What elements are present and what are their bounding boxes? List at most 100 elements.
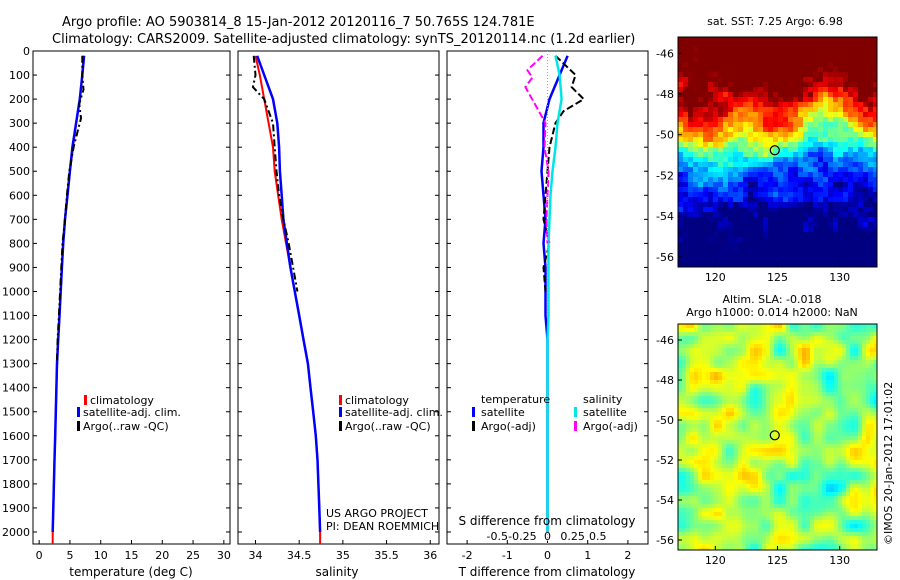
map-cell — [790, 472, 795, 477]
map-cell — [718, 182, 724, 188]
map-cell — [754, 476, 759, 481]
map-cell — [850, 460, 855, 465]
map-cell — [874, 496, 878, 501]
map-cell — [746, 512, 751, 517]
map-cell — [854, 532, 859, 537]
map-cell — [850, 412, 855, 417]
map-cell — [738, 436, 743, 441]
map-cell — [698, 57, 704, 63]
depth-tick-label: 100 — [9, 69, 30, 82]
map-cell — [750, 476, 755, 481]
map-cell — [748, 182, 754, 188]
map-cell — [798, 122, 804, 128]
map-cell — [854, 404, 859, 409]
map-cell — [874, 464, 878, 469]
map-cell — [722, 348, 727, 353]
map-cell — [830, 388, 835, 393]
map-cell — [870, 392, 875, 397]
map-cell — [690, 444, 695, 449]
map-cell — [763, 67, 769, 73]
map-cell — [774, 496, 779, 501]
map-cell — [723, 147, 729, 153]
map-cell — [743, 227, 749, 233]
map-cell — [813, 212, 819, 218]
map-cell — [798, 197, 804, 203]
map-cell — [706, 404, 711, 409]
map-cell — [738, 516, 743, 521]
map-cell — [834, 500, 839, 505]
map-cell — [702, 480, 707, 485]
map-cell — [793, 207, 799, 213]
map-cell — [770, 484, 775, 489]
map-cell — [823, 107, 829, 113]
map-cell — [848, 37, 854, 43]
map-cell — [708, 182, 714, 188]
map-cell — [702, 436, 707, 441]
map-cell — [688, 197, 694, 203]
map-cell — [682, 432, 687, 437]
map-cell — [770, 464, 775, 469]
map-cell — [678, 252, 684, 258]
map-cell — [818, 122, 824, 128]
map-cell — [678, 508, 683, 513]
map-cell — [748, 192, 754, 198]
map-cell — [683, 182, 689, 188]
map-cell — [708, 42, 714, 48]
map-cell — [822, 516, 827, 521]
map-cell — [802, 528, 807, 533]
map-cell — [710, 532, 715, 537]
map-cell — [870, 528, 875, 533]
map-cell — [818, 147, 824, 153]
salinity-panel-frame — [237, 50, 440, 545]
map-cell — [873, 217, 878, 223]
map-cell — [686, 508, 691, 513]
map-cell — [853, 197, 859, 203]
map-cell — [794, 516, 799, 521]
map-cell — [778, 396, 783, 401]
map-cell — [703, 102, 709, 108]
map-cell — [798, 177, 804, 183]
map-cell — [858, 182, 864, 188]
map-cell — [838, 247, 844, 253]
map-cell — [774, 468, 779, 473]
map-cell — [722, 508, 727, 513]
map-cell — [790, 380, 795, 385]
map-cell — [826, 332, 831, 337]
map-cell — [718, 62, 724, 68]
map-cell — [828, 47, 834, 53]
map-cell — [746, 496, 751, 501]
map-cell — [702, 324, 707, 329]
map-cell — [854, 456, 859, 461]
map-cell — [874, 404, 878, 409]
map-cell — [830, 476, 835, 481]
map-cell — [808, 122, 814, 128]
map-cell — [770, 452, 775, 457]
map-cell — [843, 92, 849, 98]
map-cell — [788, 142, 794, 148]
map-cell — [853, 87, 859, 93]
map-cell — [854, 472, 859, 477]
map-cell — [862, 432, 867, 437]
map-cell — [794, 356, 799, 361]
map-cell — [778, 472, 783, 477]
map-cell — [734, 504, 739, 509]
map-cell — [750, 356, 755, 361]
map-cell — [793, 132, 799, 138]
depth-tick-label: 400 — [9, 141, 30, 154]
map-cell — [723, 262, 729, 268]
map-cell — [846, 408, 851, 413]
map-cell — [738, 87, 744, 93]
map-cell — [723, 242, 729, 248]
map-cell — [790, 408, 795, 413]
map-cell — [742, 376, 747, 381]
map-cell — [810, 448, 815, 453]
map-cell — [803, 172, 809, 178]
map-cell — [774, 348, 779, 353]
map-cell — [818, 512, 823, 517]
map-cell — [746, 432, 751, 437]
map-cell — [830, 472, 835, 477]
map-cell — [688, 52, 694, 58]
map-cell — [763, 122, 769, 128]
map-cell — [803, 107, 809, 113]
map-cell — [682, 392, 687, 397]
